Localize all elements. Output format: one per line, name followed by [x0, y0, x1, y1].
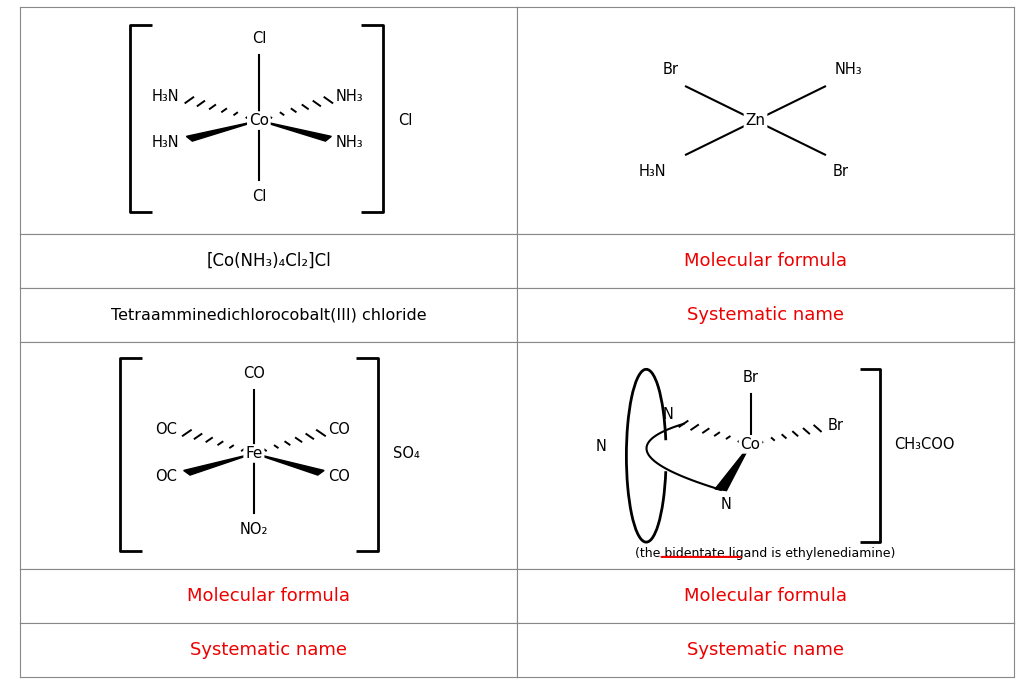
Text: SO₄: SO₄: [393, 446, 420, 461]
Text: Molecular formula: Molecular formula: [187, 588, 350, 605]
Text: Fe: Fe: [245, 446, 262, 461]
Text: NO₂: NO₂: [240, 522, 268, 537]
Text: Molecular formula: Molecular formula: [684, 588, 847, 605]
Polygon shape: [259, 120, 332, 141]
Text: Systematic name: Systematic name: [190, 641, 347, 659]
Text: Co: Co: [740, 437, 761, 452]
Polygon shape: [715, 445, 751, 490]
Text: H₃N: H₃N: [639, 163, 666, 179]
Text: NH₃: NH₃: [835, 62, 862, 77]
Text: Br: Br: [663, 62, 679, 77]
Text: CH₃COO: CH₃COO: [895, 437, 955, 452]
Text: Zn: Zn: [745, 113, 766, 128]
Text: Cl: Cl: [398, 113, 413, 128]
Text: Systematic name: Systematic name: [687, 641, 844, 659]
Polygon shape: [186, 120, 259, 141]
Polygon shape: [183, 453, 254, 475]
Text: Br: Br: [833, 163, 849, 179]
Text: Systematic name: Systematic name: [687, 306, 844, 324]
Text: OC: OC: [155, 422, 177, 437]
Text: Br: Br: [742, 370, 759, 385]
Text: OC: OC: [155, 469, 177, 484]
Text: CO: CO: [329, 422, 350, 437]
Text: CO: CO: [243, 366, 265, 381]
Text: [Co(NH₃)₄Cl₂]Cl: [Co(NH₃)₄Cl₂]Cl: [207, 252, 331, 270]
Text: N: N: [720, 497, 731, 512]
Text: Co: Co: [249, 113, 269, 128]
Text: Cl: Cl: [252, 189, 266, 204]
Text: Br: Br: [827, 418, 844, 433]
Text: Tetraamminedichlorocobalt(III) chloride: Tetraamminedichlorocobalt(III) chloride: [111, 308, 427, 323]
Text: N: N: [596, 439, 606, 454]
Text: H₃N: H₃N: [152, 135, 179, 150]
Text: NH₃: NH₃: [336, 135, 364, 150]
Text: Cl: Cl: [252, 31, 266, 46]
Text: N: N: [663, 406, 674, 421]
Text: H₃N: H₃N: [152, 89, 179, 104]
Polygon shape: [254, 453, 325, 475]
Text: Molecular formula: Molecular formula: [684, 252, 847, 270]
Text: (the bidentate ligand is ethylenediamine): (the bidentate ligand is ethylenediamine…: [635, 547, 896, 560]
Text: NH₃: NH₃: [336, 89, 364, 104]
Text: CO: CO: [329, 469, 350, 484]
